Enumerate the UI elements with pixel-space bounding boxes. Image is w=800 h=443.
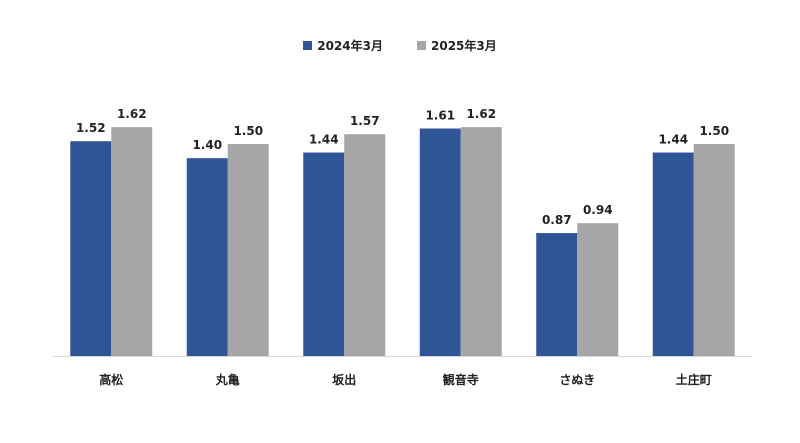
bar-series-2-cat-1 bbox=[111, 127, 153, 357]
data-label-series-2-cat-2: 1.50 bbox=[233, 124, 263, 138]
data-label-series-1-cat-2: 1.40 bbox=[192, 138, 222, 152]
x-tick-label-1: 高松 bbox=[99, 372, 123, 387]
bar-series-1-cat-6 bbox=[652, 152, 694, 356]
data-label-series-1-cat-3: 1.44 bbox=[309, 133, 339, 147]
data-label-series-2-cat-3: 1.57 bbox=[350, 114, 380, 128]
x-tick-label-6: 土庄町 bbox=[676, 372, 712, 387]
data-label-series-1-cat-6: 1.44 bbox=[658, 133, 688, 147]
bar-series-1-cat-4 bbox=[419, 128, 461, 356]
bar-series-2-cat-6 bbox=[693, 144, 735, 356]
data-label-series-1-cat-5: 0.87 bbox=[542, 213, 572, 227]
x-tick-label-5: さぬき bbox=[559, 373, 595, 387]
bar-series-2-cat-2 bbox=[227, 144, 269, 356]
legend-item-series-1: 2024年3月 bbox=[303, 37, 383, 54]
bar-series-1-cat-2 bbox=[186, 158, 228, 356]
data-label-series-2-cat-1: 1.62 bbox=[117, 107, 147, 121]
legend-label-series-1: 2024年3月 bbox=[317, 39, 383, 53]
legend-label-series-2: 2025年3月 bbox=[431, 39, 497, 53]
bar-series-2-cat-4 bbox=[460, 127, 502, 357]
data-label-series-1-cat-4: 1.61 bbox=[425, 109, 455, 123]
data-label-series-2-cat-4: 1.62 bbox=[466, 107, 496, 121]
legend-swatch-series-2 bbox=[417, 41, 426, 50]
legend-item-series-2: 2025年3月 bbox=[417, 37, 497, 54]
data-label-series-1-cat-1: 1.52 bbox=[76, 121, 106, 135]
data-label-series-2-cat-5: 0.94 bbox=[583, 203, 613, 217]
bar-series-1-cat-5 bbox=[536, 233, 578, 356]
chart-legend: 2024年3月 2025年3月 bbox=[0, 37, 800, 54]
bar-series-1-cat-3 bbox=[303, 152, 345, 356]
x-tick-label-4: 観音寺 bbox=[443, 372, 479, 387]
data-label-series-2-cat-6: 1.50 bbox=[699, 124, 729, 138]
legend-swatch-series-1 bbox=[303, 41, 313, 50]
bar-series-1-cat-1 bbox=[70, 141, 112, 356]
bar-series-2-cat-5 bbox=[577, 223, 619, 356]
x-tick-label-3: 坂出 bbox=[332, 372, 356, 387]
x-tick-label-2: 丸亀 bbox=[215, 372, 240, 387]
bar-series-2-cat-3 bbox=[344, 134, 386, 356]
